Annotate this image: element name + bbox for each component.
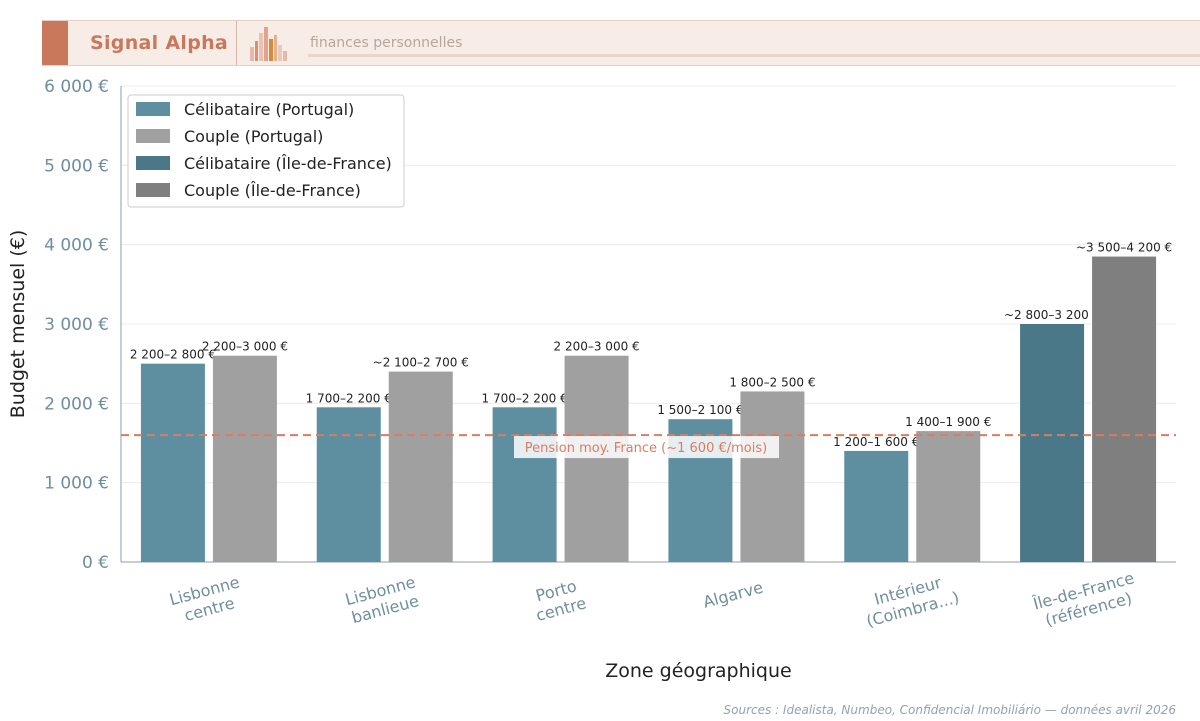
bar — [492, 407, 557, 562]
bar-data-label: 2 200–3 000 € — [554, 340, 640, 354]
bar-data-label: 1 700–2 200 € — [482, 391, 568, 405]
bar-data-label: ~2 100–2 700 € — [373, 356, 469, 370]
bar — [388, 371, 453, 562]
bar-data-label: 1 400–1 900 € — [905, 415, 991, 429]
legend-swatch — [136, 129, 170, 143]
brand-color-block — [42, 21, 68, 65]
bar — [1020, 324, 1085, 562]
bar — [212, 355, 277, 562]
x-axis-title: Zone géographique — [605, 660, 791, 682]
tagline-underline — [308, 54, 1200, 57]
y-tick-label: 3 000 € — [44, 315, 109, 335]
y-tick-label: 6 000 € — [44, 77, 109, 97]
reference-line-label: Pension moy. France (~1 600 €/mois) — [525, 441, 767, 456]
bar-chart-logo-icon — [250, 27, 287, 61]
bar-data-label: 1 500–2 100 € — [657, 403, 743, 417]
legend-box — [127, 94, 405, 208]
bar-data-label: 1 700–2 200 € — [306, 391, 392, 405]
bar — [316, 407, 381, 562]
banner-tagline: finances personnelles — [310, 35, 463, 51]
y-tick-label: 0 € — [82, 553, 109, 573]
bar-data-label: 1 200–1 600 € — [833, 435, 919, 449]
bar — [916, 431, 981, 562]
y-tick-label: 2 000 € — [44, 394, 109, 414]
reference-label-bg — [514, 436, 779, 459]
x-tick-label: Île-de-France(référence) — [1030, 568, 1136, 630]
bar-data-label: 2 200–3 000 € — [202, 340, 288, 354]
legend-swatch — [136, 183, 170, 197]
legend-label: Célibataire (Île-de-France) — [184, 154, 392, 173]
x-tick-label: Algarve — [701, 578, 765, 612]
y-tick-label: 1 000 € — [44, 474, 109, 494]
bar — [1092, 256, 1157, 562]
bar-data-label: ~2 800–3 200 € — [1004, 308, 1100, 322]
legend-swatch — [136, 156, 170, 170]
bar — [564, 355, 629, 562]
bar — [844, 450, 909, 562]
legend-swatch — [136, 102, 170, 116]
bar — [740, 391, 805, 562]
y-tick-label: 4 000 € — [44, 236, 109, 256]
bar-data-label: ~3 500–4 200 € — [1076, 241, 1172, 255]
bar — [140, 363, 205, 562]
legend-label: Célibataire (Portugal) — [184, 100, 354, 119]
legend-label: Couple (Île-de-France) — [184, 181, 361, 200]
y-axis-title: Budget mensuel (€) — [7, 230, 29, 418]
source-note: Sources : Idealista, Numbeo, Confidencia… — [723, 703, 1176, 717]
legend-label: Couple (Portugal) — [184, 127, 323, 146]
budget-bar-chart: 0 € 1 000 € 2 000 € 3 000 € 4 000 € 5 000 € 6 … — [7, 77, 1176, 682]
brand-name: Signal Alpha — [90, 32, 229, 54]
x-tick-label-line: Algarve — [701, 578, 765, 612]
y-tick-label: 5 000 € — [44, 156, 109, 176]
banner-divider — [236, 21, 237, 65]
header-banner: Signal Alpha finances personnelles — [42, 20, 1200, 66]
bar-data-label: 1 800–2 500 € — [729, 375, 815, 389]
bar-data-label: 2 200–2 800 € — [130, 348, 216, 362]
x-tick-label: Intérieur(Coimbra...) — [864, 573, 961, 631]
